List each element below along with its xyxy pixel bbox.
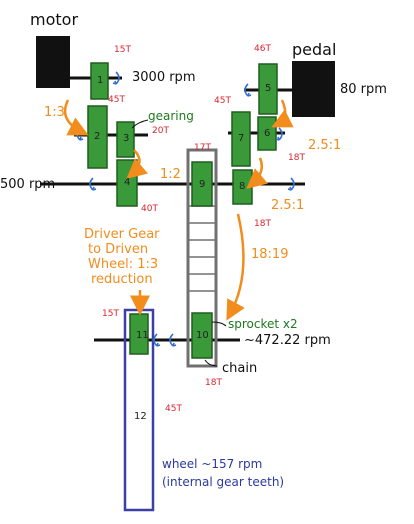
pedal-label: pedal	[292, 40, 337, 59]
teeth-g4: 40T	[141, 204, 158, 214]
motor-block	[36, 36, 70, 88]
gear-number-10: 10	[196, 330, 209, 341]
teeth-g2: 45T	[108, 95, 125, 105]
teeth-g8: 18T	[254, 219, 271, 229]
gear-number-4: 4	[124, 177, 131, 188]
gear-number-3: 3	[123, 133, 130, 144]
rotation-arrow-icon	[112, 71, 120, 85]
rotation-arrow-icon	[169, 333, 177, 347]
ratio-chain: 18:19	[251, 247, 289, 262]
gear-number-5: 5	[265, 83, 272, 94]
ratio-1-3: 1:3	[44, 105, 65, 120]
ratio-1-2: 1:2	[160, 167, 181, 182]
gearing-label: gearing	[148, 109, 194, 123]
gear-3	[116, 121, 135, 158]
chain	[186, 148, 218, 368]
wheel-label: wheel ~157 rpm	[162, 457, 263, 471]
gear-10	[191, 312, 213, 359]
teeth-g10: 18T	[205, 378, 222, 388]
pedal-block	[292, 61, 335, 117]
sprocket-pointer	[211, 321, 227, 327]
teeth-g5: 46T	[254, 44, 271, 54]
transfer-arrow-9-10	[226, 213, 245, 321]
driver-note-line-1: Driver Gear	[84, 227, 160, 242]
gear-number-12: 12	[134, 411, 147, 422]
gear-5	[258, 63, 278, 115]
driver-note-line-4: reduction	[91, 272, 153, 287]
gear-1	[90, 62, 109, 100]
rotation-arrow-icon	[153, 333, 161, 347]
driven-rpm-label: ~472.22 rpm	[244, 333, 331, 348]
shaft-rpm-label: 500 rpm	[0, 177, 56, 192]
rotation-arrow-icon	[244, 83, 252, 97]
chain-pointer	[204, 359, 218, 367]
teeth-g7: 45T	[214, 96, 231, 106]
gear-number-8: 8	[239, 181, 246, 192]
driver-note-line-3: Wheel: 1:3	[88, 257, 159, 272]
transfer-arrow-1-2	[63, 99, 89, 136]
gear-number-11: 11	[136, 330, 149, 341]
motor-label: motor	[30, 10, 79, 29]
gear-number-6: 6	[264, 128, 271, 139]
gear-2	[87, 105, 108, 169]
gear-number-1: 1	[97, 75, 104, 86]
rotation-arrow-icon	[287, 177, 295, 191]
chain-label: chain	[222, 361, 258, 376]
teeth-g11: 15T	[102, 309, 119, 319]
pedal-rpm-label: 80 rpm	[340, 82, 387, 97]
driver-note-line-2: to Driven	[88, 242, 149, 257]
gear-9	[191, 161, 213, 207]
gear-7	[231, 111, 251, 167]
teeth-g12: 45T	[165, 404, 182, 414]
gear-number-2: 2	[94, 131, 101, 142]
teeth-g9: 17T	[194, 143, 211, 153]
gearing-pointer	[131, 119, 149, 129]
sprocket-label: sprocket x2	[228, 317, 298, 331]
rotation-arrow-icon	[275, 127, 283, 141]
motor-rpm-label: 3000 rpm	[132, 70, 196, 85]
ratio-pedal-2: 2.5:1	[271, 198, 305, 213]
teeth-g3: 20T	[152, 126, 169, 136]
gear-number-9: 9	[199, 179, 206, 190]
transfer-arrow-5-6	[271, 99, 294, 128]
gear-number-7: 7	[238, 133, 245, 144]
rotation-arrow-icon	[89, 177, 97, 191]
transfer-arrow-3-4	[126, 149, 148, 179]
teeth-g6: 18T	[288, 153, 305, 163]
ratio-pedal-1: 2.5:1	[308, 138, 342, 153]
transfer-arrow-7-8	[246, 157, 268, 189]
teeth-g1: 15T	[114, 45, 131, 55]
wheel-note-label: (internal gear teeth)	[162, 475, 285, 489]
